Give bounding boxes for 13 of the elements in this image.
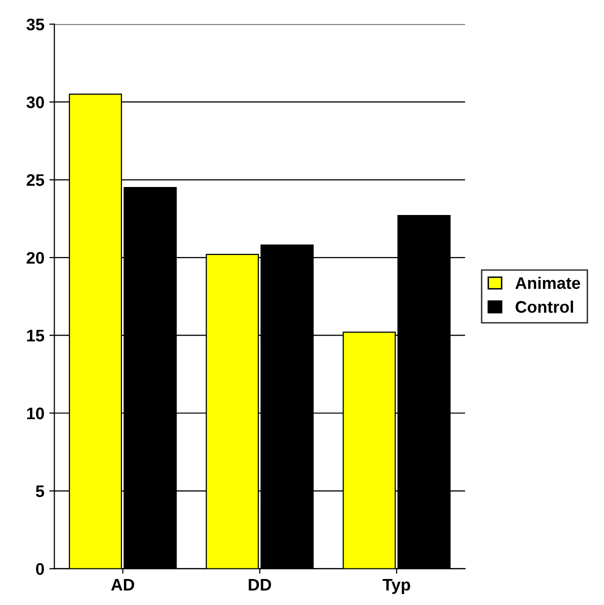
y-tick-label: 10: [27, 408, 44, 420]
y-tick-label: 15: [27, 330, 44, 342]
x-tick-label: AD: [111, 579, 134, 590]
y-tick-label: 30: [26, 96, 44, 108]
y-tick-label: 25: [26, 174, 44, 186]
x-tick-label: DD: [248, 579, 272, 590]
y-tick-label: 0: [36, 563, 44, 575]
legend-label: Control: [516, 300, 574, 313]
legend-label: Animate: [515, 276, 580, 289]
y-tick-label: 20: [26, 252, 44, 264]
y-tick-label: 5: [36, 485, 44, 498]
x-tick-label: Typ: [382, 579, 410, 594]
y-tick-label: 35: [26, 18, 44, 30]
